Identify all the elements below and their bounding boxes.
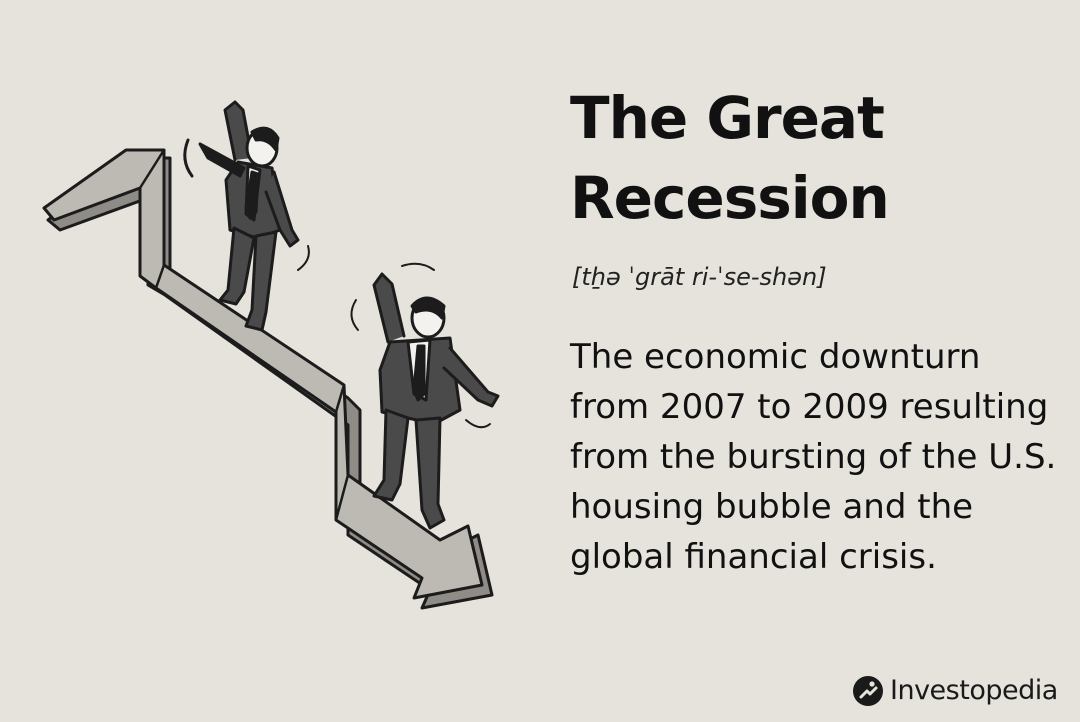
businessman-bottom [350, 262, 500, 530]
pronunciation: [tẖə ˈgrāt ri-ˈse-shən] [572, 263, 827, 291]
definition-text: The economic downturn from 2007 to 2009 … [570, 337, 1057, 577]
investopedia-logo-icon [853, 676, 883, 706]
brand-logo: Investopedia [852, 672, 1058, 710]
businessman-top [183, 100, 310, 332]
brand-name: Investopedia [890, 675, 1058, 706]
downward-arrow [42, 148, 494, 610]
page-title: The Great Recession [570, 78, 1050, 238]
title-line-1: The Great [570, 84, 885, 152]
title-line-2: Recession [570, 164, 890, 232]
falling-arrow-illustration [42, 100, 500, 610]
